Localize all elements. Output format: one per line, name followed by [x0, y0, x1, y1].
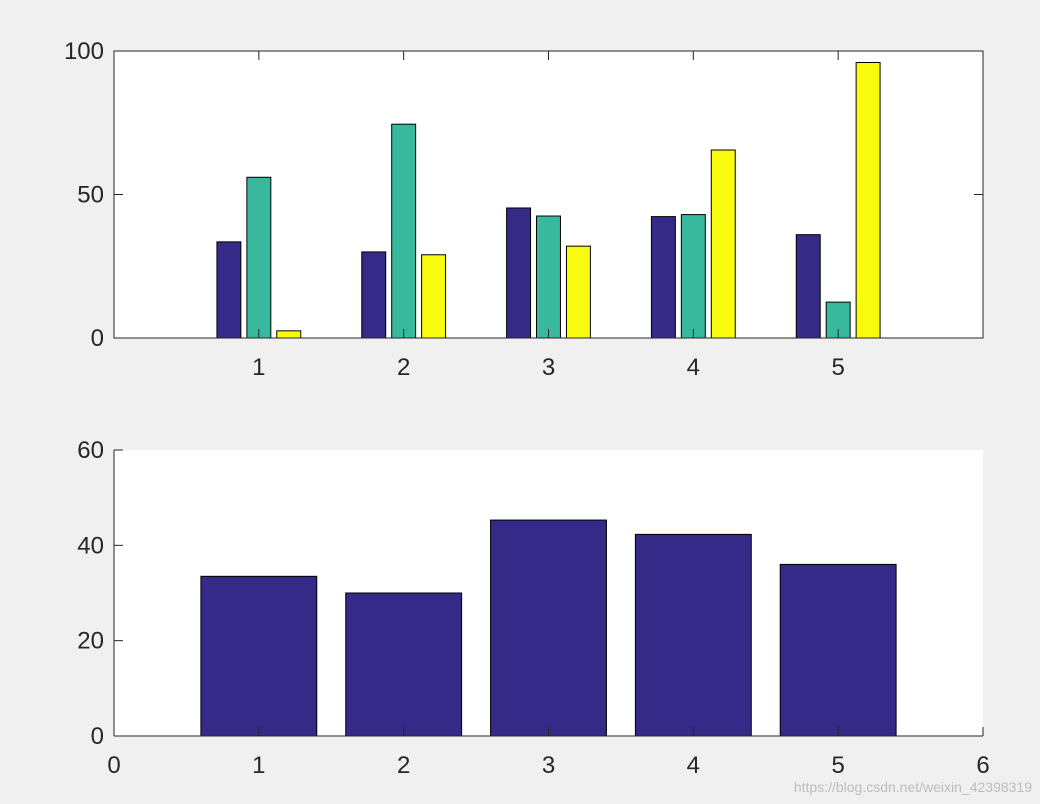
x-tick-label: 5 — [831, 354, 844, 381]
x-tick-label: 1 — [252, 354, 265, 381]
y-tick-label: 60 — [77, 437, 104, 464]
bar-series1-category-3 — [506, 207, 532, 339]
bar-series2-category-2 — [391, 123, 417, 339]
x-tick-label: 2 — [397, 354, 410, 381]
x-tick-label: 4 — [687, 354, 700, 381]
bar-series1-category-5 — [779, 563, 897, 737]
bar-series1-category-2 — [361, 251, 387, 339]
bar-series3-category-3 — [565, 245, 591, 339]
x-tick-label: 5 — [831, 752, 844, 779]
bar-series1-category-1 — [200, 575, 318, 737]
bar-series1-category-5 — [795, 234, 821, 339]
bar-series3-category-4 — [710, 149, 736, 339]
y-tick-label: 0 — [91, 325, 104, 352]
bar-series2-category-3 — [536, 215, 561, 339]
watermark: https://blog.csdn.net/weixin_42398319 — [794, 779, 1032, 795]
x-tick-label: 3 — [542, 354, 555, 381]
y-tick-label: 40 — [77, 532, 104, 559]
y-tick-label: 50 — [77, 182, 104, 209]
y-tick-label: 0 — [91, 723, 104, 750]
x-tick-label: 4 — [687, 752, 700, 779]
bar-series1-category-4 — [634, 533, 752, 737]
bar-series1-category-4 — [650, 216, 676, 339]
bar-series1-category-2 — [345, 592, 463, 737]
x-tick-label: 2 — [397, 752, 410, 779]
x-tick-label: 0 — [107, 752, 120, 779]
x-tick-label: 1 — [252, 752, 265, 779]
y-tick-label: 100 — [64, 38, 104, 65]
bar-series1-category-3 — [490, 519, 607, 737]
bar-series1-category-1 — [216, 241, 242, 339]
x-tick-label: 3 — [542, 752, 555, 779]
y-tick-label: 20 — [77, 628, 104, 655]
bar-series2-category-1 — [246, 176, 272, 339]
bar-series3-category-1 — [276, 330, 302, 339]
x-tick-label: 6 — [976, 752, 989, 779]
bar-series3-category-5 — [855, 61, 881, 339]
bar-series2-category-4 — [680, 214, 706, 339]
bar-series3-category-2 — [421, 254, 447, 339]
